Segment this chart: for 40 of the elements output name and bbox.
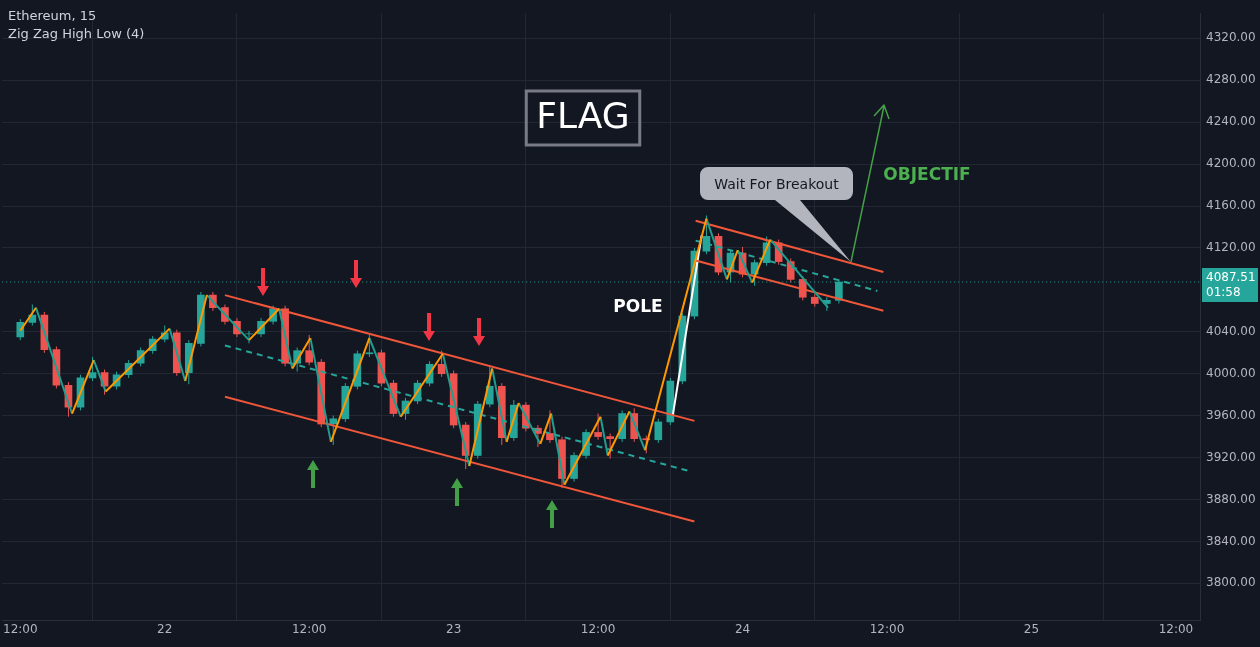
x-tick-label: 12:00 — [1158, 622, 1194, 637]
y-tick-label: 3880.00 — [1206, 491, 1256, 506]
text: Zig Zag High Low (4) — [8, 26, 145, 42]
annotation: OBJECTIF — [883, 164, 971, 185]
x-tick-label: 23 — [446, 622, 462, 637]
candlestick — [88, 356, 97, 382]
x-tick-label: 25 — [1023, 622, 1040, 637]
annotation: FLAG — [536, 95, 630, 137]
y-tick-label: 3840.00 — [1206, 533, 1256, 548]
y-tick-label: 4000.00 — [1206, 365, 1256, 380]
x-tick-label: 12:00 — [580, 622, 616, 637]
chart-title: Ethereum, 15 — [8, 8, 97, 24]
candlestick — [437, 350, 446, 378]
y-tick-label: 4160.00 — [1206, 198, 1256, 213]
x-tick-label: 12:00 — [869, 622, 905, 637]
annotation: POLE — [613, 296, 663, 317]
candlestick — [365, 334, 374, 358]
candlestick — [305, 334, 314, 366]
y-tick-label: 4280.00 — [1206, 72, 1256, 87]
annotation: Wait For Breakout — [713, 174, 840, 194]
x-tick-label: 24 — [734, 622, 751, 637]
y-tick-label: 4320.00 — [1206, 30, 1256, 45]
x-tick-label: 12:00 — [2, 622, 38, 637]
text: 01:58 — [1206, 285, 1241, 300]
candlestick — [16, 318, 25, 341]
y-tick-label: 3960.00 — [1206, 407, 1256, 422]
candlestick — [594, 413, 602, 441]
y-tick-label: 4240.00 — [1206, 114, 1256, 129]
y-tick-label: 3800.00 — [1206, 575, 1256, 590]
candlestick — [329, 415, 338, 446]
y-tick-label: 4040.00 — [1206, 323, 1256, 338]
y-tick-label: 4120.00 — [1206, 240, 1256, 255]
ref-line-label: 4087.51 — [1206, 270, 1256, 285]
y-tick-label: 4200.00 — [1206, 156, 1256, 171]
x-tick-label: 12:00 — [291, 622, 327, 637]
x-tick-label: 22 — [157, 622, 173, 637]
y-tick-label: 3920.00 — [1206, 449, 1256, 464]
candlestick — [546, 409, 554, 444]
candlestick — [654, 418, 663, 444]
candlestick — [606, 432, 614, 460]
